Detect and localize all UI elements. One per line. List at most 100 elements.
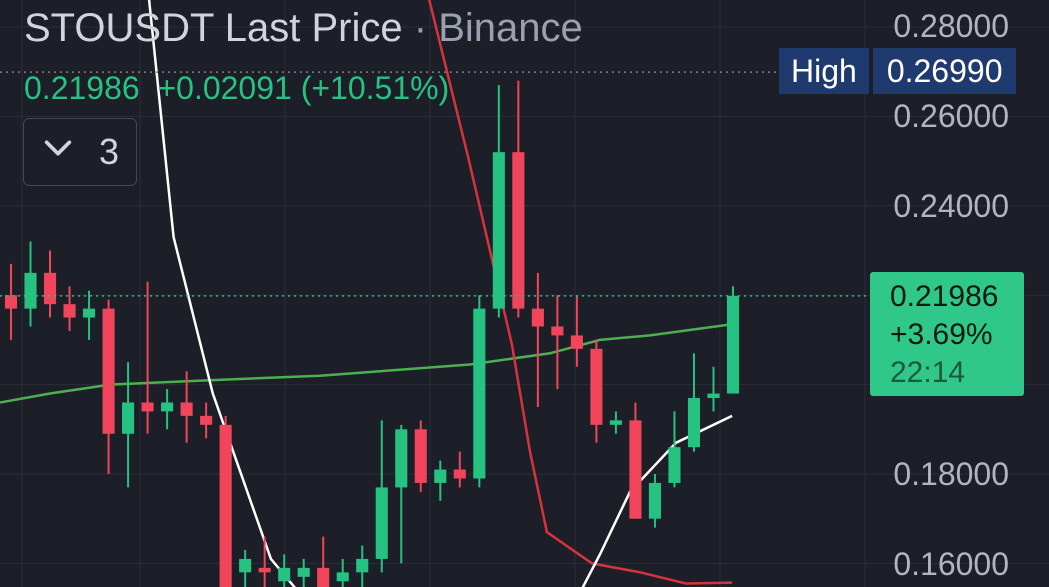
candle-up — [395, 424, 408, 564]
last-price-value: 0.21986 — [890, 280, 999, 313]
candle-up — [24, 241, 37, 327]
candle-up — [356, 545, 369, 587]
ma-line-red — [427, 0, 733, 585]
candle-body — [570, 335, 583, 349]
candle-body — [512, 152, 525, 309]
candle-down — [219, 415, 232, 587]
candle-body — [219, 424, 232, 587]
exchange-name: Binance — [438, 6, 583, 50]
candle-body — [43, 272, 57, 305]
candle-body — [317, 567, 330, 587]
candle-body — [707, 393, 720, 399]
candle-down — [570, 295, 583, 367]
chevron-down-icon — [41, 131, 75, 174]
candle-down — [414, 420, 427, 492]
y-axis-label: 0.18000 — [893, 456, 1009, 492]
candle-up — [668, 411, 681, 488]
candle-down — [200, 402, 213, 439]
candle-body — [473, 308, 486, 479]
high-label-value: 0.26990 — [872, 48, 1017, 94]
candle-body — [395, 429, 408, 488]
candle-body — [258, 567, 271, 573]
candle-down — [102, 299, 115, 474]
candle-down — [317, 536, 330, 587]
y-axis-label: 0.24000 — [893, 188, 1009, 224]
candle-up — [707, 366, 720, 412]
candle-up — [648, 474, 661, 528]
candle-body — [648, 482, 661, 519]
candle-body — [239, 558, 252, 573]
bar-countdown: 22:14 — [890, 356, 966, 389]
ma-line-green — [0, 323, 733, 404]
candle-body — [629, 420, 642, 519]
candle-down — [43, 250, 57, 318]
candle-body — [24, 272, 37, 309]
last-price: 0.21986 — [24, 70, 140, 106]
candle-up — [726, 286, 740, 394]
candle-down — [629, 402, 642, 519]
moving-average-lines — [0, 0, 733, 587]
candle-down — [63, 286, 76, 331]
candle-body — [122, 402, 135, 434]
candle-up — [122, 362, 135, 488]
candle-up — [336, 558, 349, 587]
high-label-text: High — [779, 48, 869, 94]
candle-down — [180, 371, 193, 443]
candle-down — [453, 451, 466, 488]
candle-body — [141, 402, 154, 412]
y-axis-label: 0.16000 — [893, 546, 1009, 582]
candle-up — [278, 554, 291, 587]
candle-up — [83, 290, 96, 340]
candle-body — [590, 348, 603, 425]
symbol-title: STOUSDT Last Price — [24, 6, 403, 50]
candle-body — [375, 487, 388, 559]
candle-body — [200, 415, 213, 425]
high-price-label: High 0.26990 — [779, 48, 1017, 94]
candle-up — [239, 549, 252, 587]
last-price-label: 0.21986 +3.69% 22:14 — [870, 272, 1024, 396]
candle-body — [668, 447, 681, 483]
candle-body — [161, 402, 174, 412]
y-axis-label: 0.28000 — [893, 8, 1009, 44]
candle-body — [492, 152, 505, 309]
candle-body — [434, 469, 447, 483]
candle-up — [492, 85, 505, 318]
candle-down — [512, 80, 525, 318]
candle-body — [278, 567, 291, 582]
candle-down — [551, 295, 564, 390]
candle-body — [453, 469, 466, 479]
candle-body — [551, 326, 564, 336]
last-price-change-pct: +3.69% — [890, 318, 993, 351]
candle-body — [4, 295, 18, 309]
title-separator: · — [413, 6, 428, 50]
candle-body — [83, 308, 96, 318]
candle-body — [356, 558, 369, 573]
candle-up — [473, 295, 486, 488]
candle-down — [258, 536, 271, 587]
candle-body — [726, 295, 740, 394]
candle-up — [375, 420, 388, 573]
price-summary: 0.21986 +0.02091 (+10.51%) — [24, 70, 449, 107]
candle-up — [161, 389, 174, 430]
price-change: +0.02091 — [157, 70, 292, 106]
candle-body — [102, 308, 115, 434]
candle-up — [609, 411, 622, 434]
candles — [4, 80, 740, 587]
chart-title: STOUSDT Last Price · Binance — [24, 6, 583, 51]
candle-body — [609, 420, 622, 425]
indicators-collapse-button[interactable]: 3 — [23, 118, 137, 186]
candle-body — [531, 308, 544, 327]
candle-up — [434, 460, 447, 501]
candle-body — [63, 304, 76, 318]
ma-line-white — [147, 0, 733, 587]
candle-down — [590, 339, 603, 443]
candle-down — [4, 263, 18, 340]
price-change-pct: (+10.51%) — [300, 70, 450, 106]
indicator-count: 3 — [98, 131, 120, 172]
candle-up — [687, 353, 701, 452]
price-reference-lines — [0, 71, 870, 297]
candle-down — [531, 272, 544, 407]
candle-up — [297, 558, 310, 587]
